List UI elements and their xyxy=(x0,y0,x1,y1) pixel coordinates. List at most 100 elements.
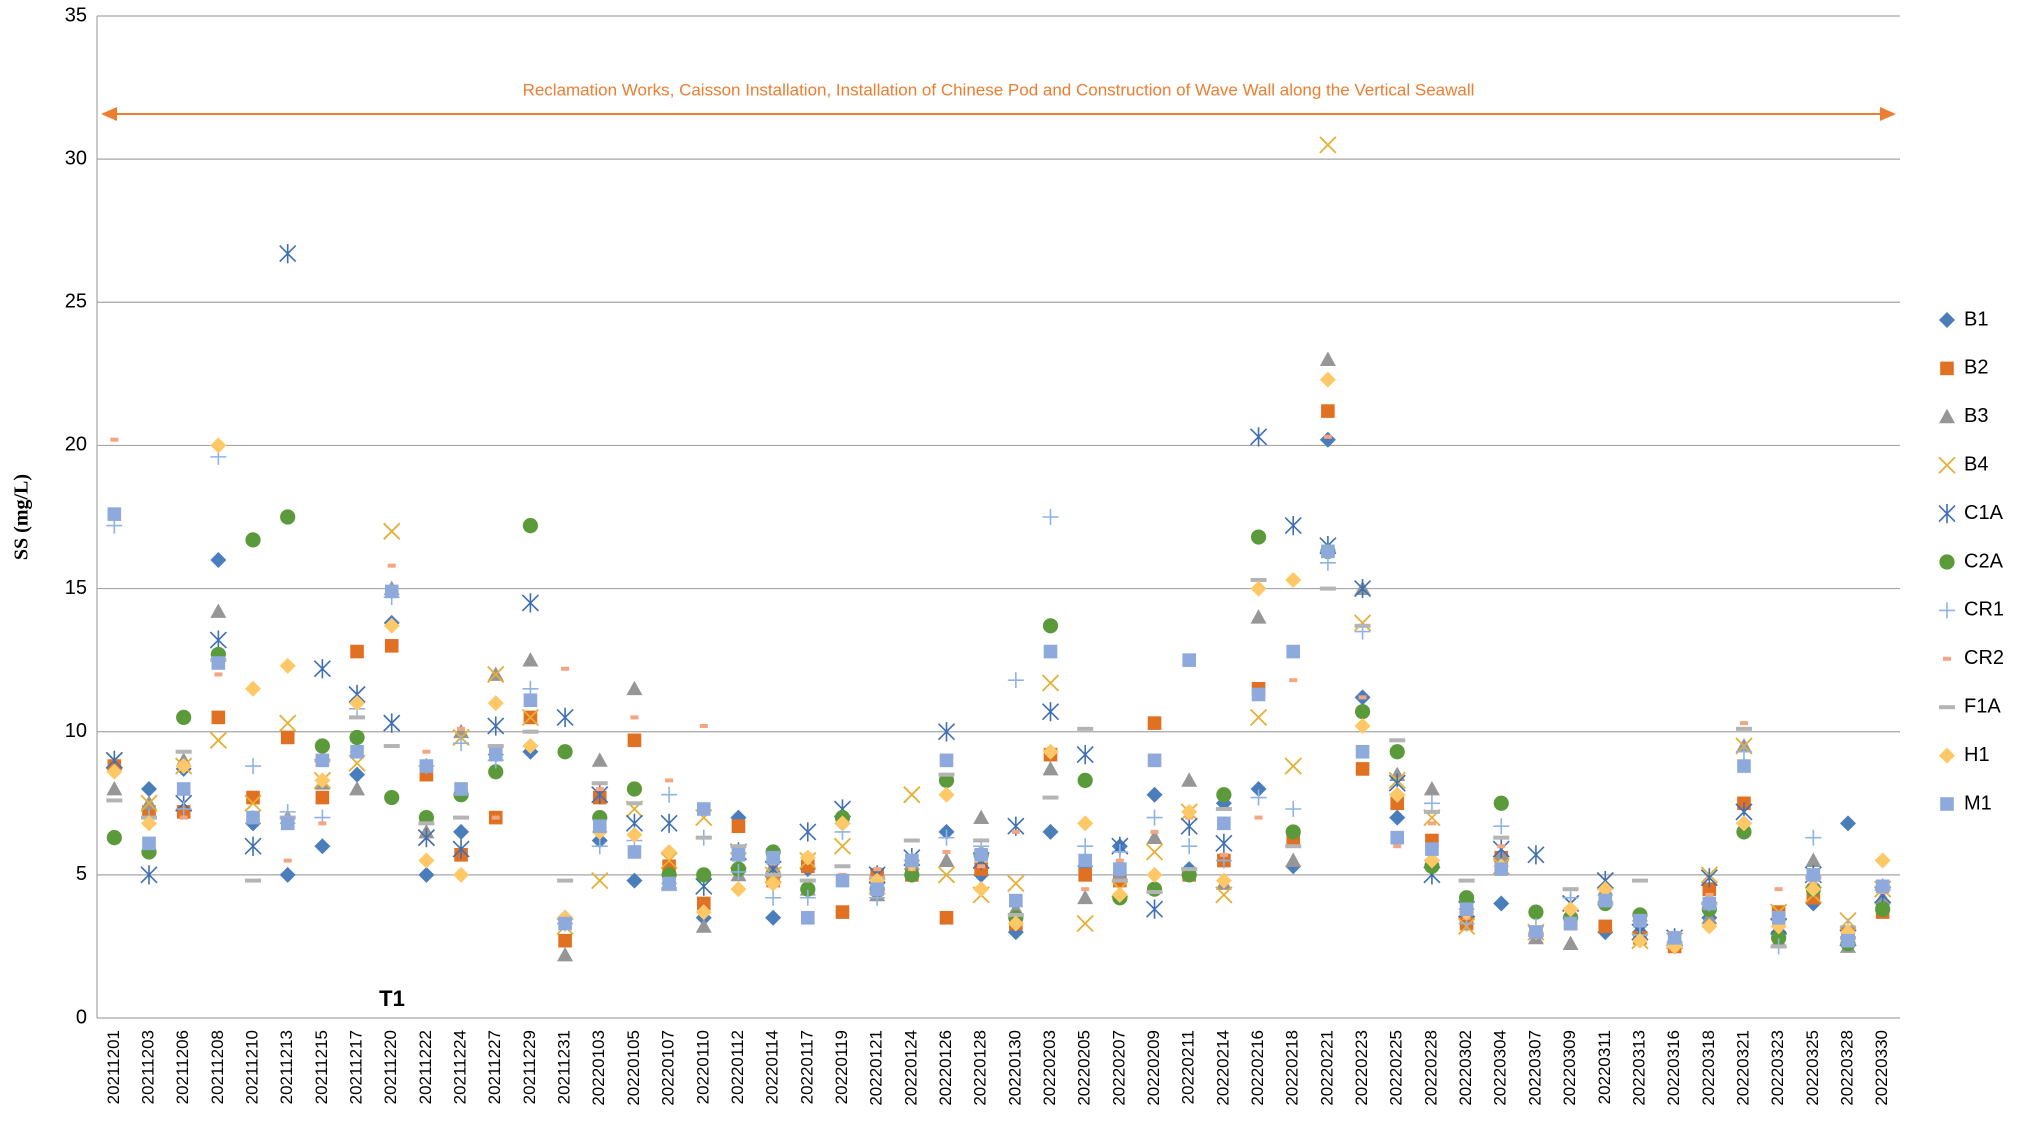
data-point xyxy=(1633,913,1647,928)
data-point xyxy=(1042,743,1059,760)
data-point xyxy=(422,749,431,754)
data-point xyxy=(522,652,539,667)
data-point xyxy=(834,815,851,832)
legend-marker xyxy=(1939,747,1955,764)
data-point xyxy=(1493,835,1510,840)
data-point xyxy=(765,889,782,906)
data-point xyxy=(799,849,816,866)
data-point xyxy=(140,794,158,812)
x-tick-label: 20220328 xyxy=(1837,1030,1856,1106)
annotation: T1 xyxy=(379,986,405,1011)
data-point xyxy=(1113,862,1127,876)
x-tick-label: 20220107 xyxy=(659,1030,678,1106)
data-point xyxy=(245,878,262,883)
legend-label: B2 xyxy=(1964,357,1988,379)
legend-label: C1A xyxy=(1964,502,2004,524)
data-point xyxy=(626,781,643,797)
data-point xyxy=(419,759,434,773)
data-point xyxy=(835,905,850,919)
data-point xyxy=(1042,618,1059,634)
data-point xyxy=(1111,886,1128,903)
x-tick-label: 20220205 xyxy=(1075,1030,1094,1106)
data-point xyxy=(279,244,297,264)
data-point xyxy=(457,726,466,731)
data-point xyxy=(350,644,364,659)
data-point xyxy=(1735,726,1752,731)
legend-marker xyxy=(1939,408,1955,424)
data-point xyxy=(1423,852,1440,869)
data-point xyxy=(627,845,642,859)
x-tick-label: 20220214 xyxy=(1213,1030,1232,1106)
x-tick-label: 20220211 xyxy=(1179,1030,1198,1104)
data-point xyxy=(1700,868,1718,888)
data-point xyxy=(660,813,678,833)
x-tick-label: 20220207 xyxy=(1109,1030,1128,1106)
x-tick-label: 20211215 xyxy=(312,1030,331,1104)
data-point xyxy=(176,709,192,726)
data-point xyxy=(384,584,399,599)
data-point xyxy=(383,617,400,634)
data-point xyxy=(696,867,712,883)
data-point xyxy=(350,744,364,759)
data-point xyxy=(800,881,816,897)
data-point xyxy=(938,772,955,777)
data-point xyxy=(1355,744,1370,759)
data-point xyxy=(387,563,396,568)
data-point xyxy=(179,815,188,820)
data-point xyxy=(106,830,122,846)
data-point xyxy=(175,749,192,754)
data-point xyxy=(1771,911,1786,925)
y-axis-label: SS (mg/L) xyxy=(11,474,33,560)
x-tick-label: 20220302 xyxy=(1456,1030,1475,1106)
x-tick-label: 20220321 xyxy=(1733,1030,1752,1106)
legend-label: CR1 xyxy=(1964,599,2004,621)
x-tick-label: 20220325 xyxy=(1803,1030,1822,1106)
data-point xyxy=(1076,745,1094,765)
data-point xyxy=(245,532,261,548)
data-point xyxy=(1771,930,1787,946)
y-tick-label: 20 xyxy=(65,434,87,456)
data-point xyxy=(1497,844,1506,849)
data-point xyxy=(903,838,920,843)
data-point xyxy=(557,947,574,962)
data-point xyxy=(383,713,401,733)
x-tick-label: 20220128 xyxy=(971,1030,990,1106)
data-point xyxy=(314,772,331,789)
x-tick-label: 20211231 xyxy=(555,1030,574,1104)
data-point xyxy=(279,866,296,883)
data-point xyxy=(1492,839,1510,859)
x-tick-label: 20211229 xyxy=(520,1030,539,1104)
data-point xyxy=(349,766,366,783)
data-point xyxy=(106,798,123,803)
data-point xyxy=(1078,868,1092,882)
x-tick-label: 20220311 xyxy=(1595,1030,1614,1104)
data-point xyxy=(833,837,852,855)
data-point xyxy=(1390,796,1405,811)
data-point xyxy=(1284,515,1302,536)
data-point xyxy=(349,780,366,796)
data-point xyxy=(1182,653,1197,667)
data-point xyxy=(1041,674,1060,692)
x-tick-label: 20220223 xyxy=(1352,1030,1371,1106)
data-point xyxy=(630,715,639,720)
data-point xyxy=(1146,881,1163,897)
data-point xyxy=(1285,571,1302,588)
data-point xyxy=(1219,852,1228,857)
data-point xyxy=(1078,853,1092,868)
data-point xyxy=(1425,842,1439,856)
data-point xyxy=(1077,815,1094,832)
data-point xyxy=(1631,932,1648,949)
data-point xyxy=(1393,844,1402,849)
y-tick-label: 30 xyxy=(65,147,87,169)
data-point xyxy=(973,809,990,824)
data-point xyxy=(1321,404,1335,418)
x-tick-label: 20211201 xyxy=(104,1030,123,1104)
x-tick-label: 20220330 xyxy=(1872,1030,1891,1106)
data-point xyxy=(1146,866,1163,883)
x-tick-label: 20220323 xyxy=(1768,1030,1787,1106)
data-point xyxy=(1389,738,1406,743)
data-point xyxy=(799,822,817,842)
data-point xyxy=(1111,843,1128,860)
x-tick-label: 20211210 xyxy=(243,1030,262,1104)
data-point xyxy=(1181,803,1198,820)
